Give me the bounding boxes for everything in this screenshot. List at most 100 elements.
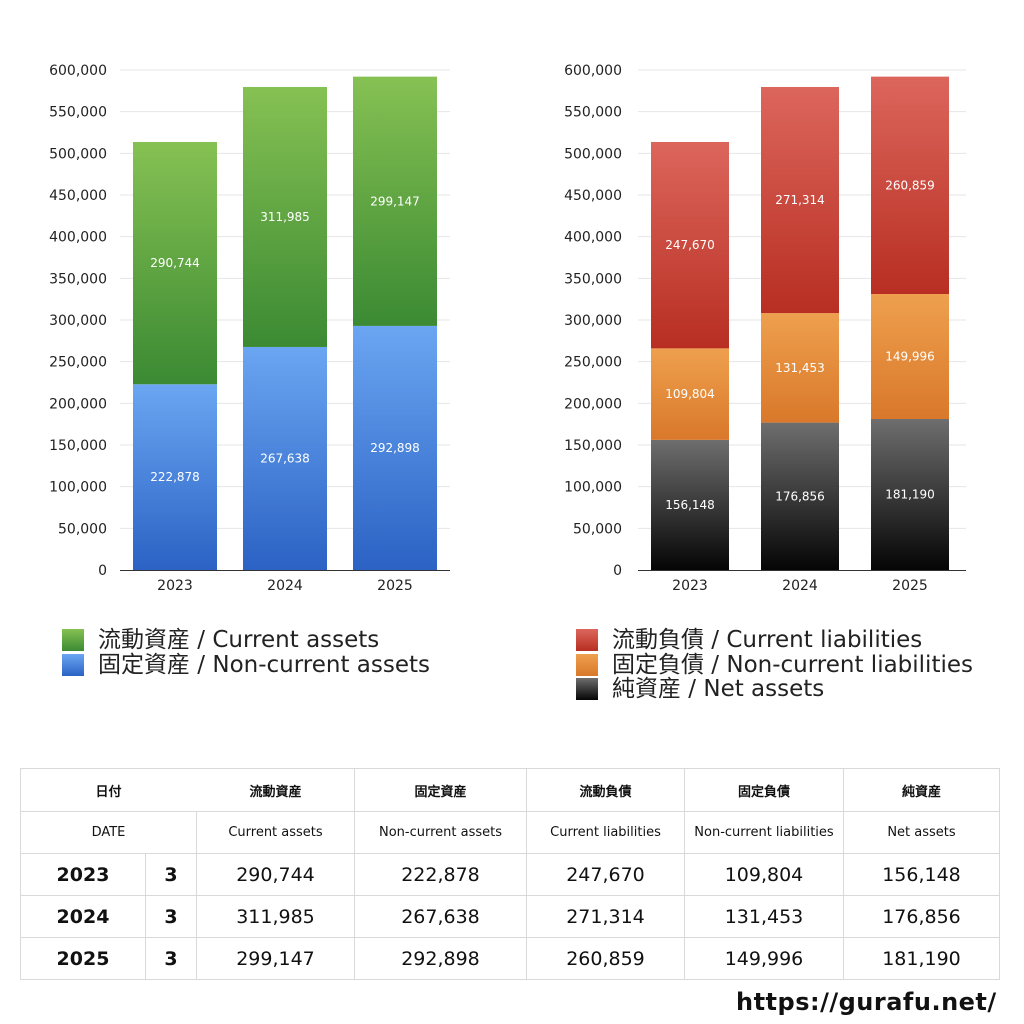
y-tick-label: 600,000 — [49, 63, 107, 79]
row-current-assets: 290,744 — [196, 853, 355, 896]
x-tick-label: 2023 — [157, 578, 193, 594]
header-net-assets-jp: 純資産 — [843, 768, 1000, 812]
header-noncurrent-liabilities-jp: 固定負債 — [684, 768, 844, 812]
header-date-en: DATE — [20, 811, 197, 854]
legend-item: 固定負債 / Non-current liabilities — [576, 651, 973, 678]
data-label: 131,453 — [775, 361, 825, 375]
header-net-assets-en: Net assets — [843, 811, 1000, 854]
bar-segment — [871, 294, 949, 420]
assets-chart: 0 50,000 100,000 150,000 200,000 250,000 300,0… — [49, 63, 450, 594]
row-noncurrent-liabilities: 149,996 — [684, 937, 844, 980]
header-noncurrent-assets-en: Non-current assets — [354, 811, 527, 854]
y-tick-label: 250,000 — [564, 355, 622, 371]
y-tick-label: 350,000 — [49, 271, 107, 287]
row-year: 2023 — [20, 853, 146, 896]
legend-item: 流動資産 / Current assets — [62, 628, 430, 653]
legend-label: 流動資産 / Current assets — [98, 627, 380, 653]
data-label: 299,147 — [370, 194, 420, 208]
liabilities-chart: 0 50,000 100,000 150,000 200,000 250,000 300,0… — [564, 63, 966, 594]
y-tick-label: 200,000 — [564, 396, 622, 412]
header-current-assets-en: Current assets — [196, 811, 355, 854]
row-year: 2024 — [20, 895, 146, 938]
bar-segment — [353, 76, 437, 326]
row-month: 3 — [145, 853, 197, 896]
bar-segment — [761, 422, 839, 570]
x-tick-label: 2025 — [892, 578, 928, 594]
y-tick-label: 450,000 — [49, 188, 107, 204]
data-label: 292,898 — [370, 441, 420, 455]
y-tick-label: 100,000 — [564, 480, 622, 496]
row-net-assets: 156,148 — [843, 853, 1000, 896]
table-header-jp: 日付 流動資産 固定資産 流動負債 固定負債 純資産 — [20, 768, 1000, 812]
bar-segment — [871, 76, 949, 295]
x-tick-label: 2023 — [672, 578, 708, 594]
y-tick-label: 350,000 — [564, 271, 622, 287]
legend-swatch — [62, 653, 84, 676]
x-tick-label: 2025 — [377, 578, 413, 594]
bar-segment — [871, 419, 949, 570]
y-tick-label: 150,000 — [564, 438, 622, 454]
row-net-assets: 176,856 — [843, 895, 1000, 938]
y-tick-label: 500,000 — [49, 146, 107, 162]
y-tick-label: 0 — [613, 563, 622, 579]
legend-swatch — [576, 678, 598, 701]
y-tick-label: 300,000 — [564, 313, 622, 329]
row-current-liabilities: 247,670 — [526, 853, 685, 896]
header-noncurrent-liabilities-en: Non-current liabilities — [684, 811, 844, 854]
bar-segment — [133, 141, 217, 385]
bar-segment — [243, 346, 327, 570]
y-tick-label: 50,000 — [58, 521, 107, 537]
assets-legend: 流動資産 / Current assets 固定資産 / Non-current … — [62, 628, 430, 677]
financial-table: 日付 流動資産 固定資産 流動負債 固定負債 純資産 DATE Current … — [20, 768, 1000, 980]
table-row: 2023 3 290,744 222,878 247,670 109,804 1… — [20, 853, 1000, 896]
row-noncurrent-assets: 267,638 — [354, 895, 527, 938]
row-noncurrent-assets: 292,898 — [354, 937, 527, 980]
data-label: 290,744 — [150, 256, 200, 270]
row-year: 2025 — [20, 937, 146, 980]
legend-item: 流動負債 / Current liabilities — [576, 628, 973, 653]
y-tick-label: 50,000 — [573, 521, 622, 537]
row-noncurrent-liabilities: 131,453 — [684, 895, 844, 938]
y-tick-label: 250,000 — [49, 355, 107, 371]
legend-item: 固定資産 / Non-current assets — [62, 651, 431, 678]
y-tick-label: 550,000 — [49, 105, 107, 121]
y-tick-label: 600,000 — [564, 63, 622, 79]
data-label: 271,314 — [775, 193, 825, 207]
row-net-assets: 181,190 — [843, 937, 1000, 980]
data-label: 109,804 — [665, 387, 715, 401]
data-label: 267,638 — [260, 451, 310, 465]
row-noncurrent-liabilities: 109,804 — [684, 853, 844, 896]
row-month: 3 — [145, 895, 197, 938]
y-tick-label: 0 — [98, 563, 107, 579]
header-current-assets-jp: 流動資産 — [196, 768, 355, 812]
bar-segment — [651, 439, 729, 570]
bar-segment — [353, 325, 437, 570]
x-tick-label: 2024 — [782, 578, 818, 594]
header-date-jp: 日付 — [20, 768, 197, 812]
data-label: 156,148 — [665, 498, 715, 512]
legend-item: 純資産 / Net assets — [576, 677, 973, 702]
y-tick-label: 450,000 — [564, 188, 622, 204]
legend-label: 純資産 / Net assets — [612, 676, 825, 702]
row-current-liabilities: 271,314 — [526, 895, 685, 938]
bar-segment — [651, 141, 729, 349]
site-url: https://gurafu.net/ — [736, 988, 997, 1016]
data-label: 222,878 — [150, 470, 200, 484]
row-noncurrent-assets: 222,878 — [354, 853, 527, 896]
data-label: 149,996 — [885, 350, 935, 364]
legend-label: 固定資産 / Non-current assets — [98, 651, 431, 678]
data-label: 181,190 — [885, 488, 935, 502]
header-current-liabilities-jp: 流動負債 — [526, 768, 685, 812]
bar-segment — [761, 313, 839, 423]
legend-label: 流動負債 / Current liabilities — [612, 627, 923, 653]
y-tick-label: 300,000 — [49, 313, 107, 329]
y-tick-label: 400,000 — [564, 230, 622, 246]
x-tick-label: 2024 — [267, 578, 303, 594]
legend-label: 固定負債 / Non-current liabilities — [612, 651, 973, 678]
row-current-assets: 311,985 — [196, 895, 355, 938]
legend-swatch — [576, 629, 598, 652]
y-tick-label: 150,000 — [49, 438, 107, 454]
data-label: 176,856 — [775, 489, 825, 503]
row-month: 3 — [145, 937, 197, 980]
bar-segment — [761, 86, 839, 314]
